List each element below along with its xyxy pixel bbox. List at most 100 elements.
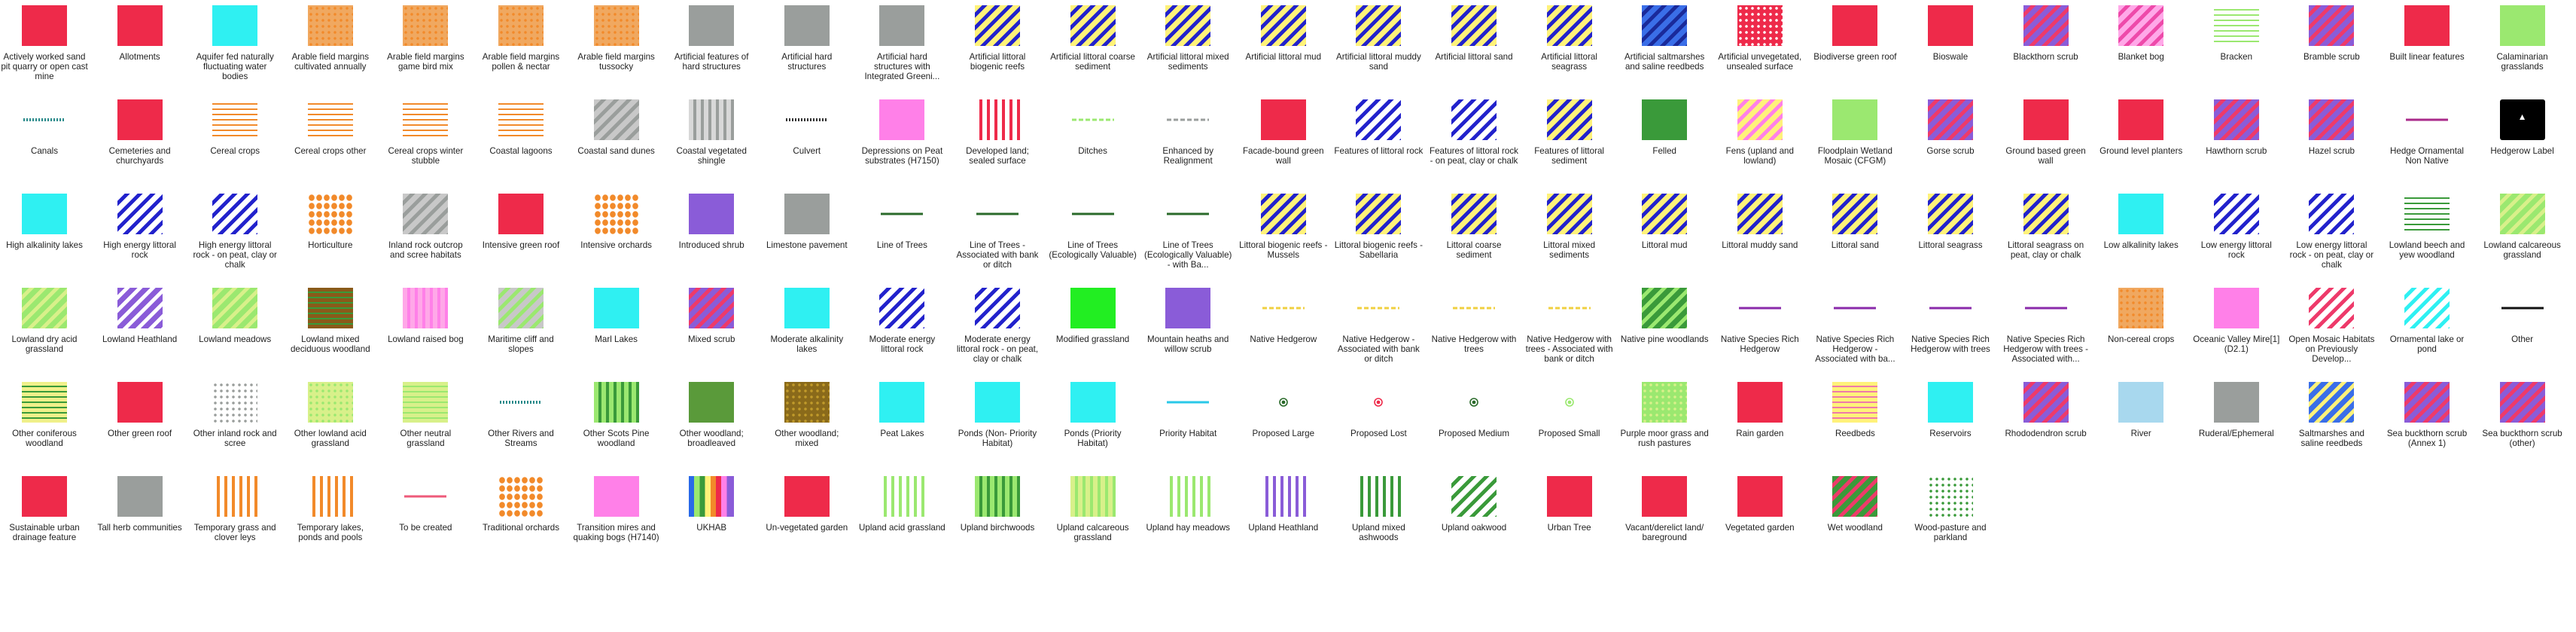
line-symbol [404, 495, 447, 498]
legend-label: Introduced shrub [678, 240, 744, 250]
legend-label: Hedgerow Label [2490, 146, 2554, 156]
legend-label: Line of Trees [876, 240, 927, 250]
legend-item: Arable field margins game bird mix [381, 5, 470, 72]
legend-item: Other [2478, 288, 2567, 344]
legend-item: Other green roof [96, 382, 184, 438]
legend-item: Littoral mud [1620, 194, 1709, 250]
legend-label: Vacant/derelict land/ bareground [1625, 523, 1704, 542]
legend-item: Intensive orchards [572, 194, 661, 250]
legend-label: Littoral muddy sand [1722, 240, 1798, 250]
legend-swatch [498, 382, 544, 423]
legend-label: Canals [30, 146, 59, 156]
legend-item: Rain garden [1716, 382, 1804, 438]
legend-swatch [117, 476, 163, 517]
legend-swatch [1260, 476, 1306, 517]
legend-label: Native Hedgerow with trees - Associated … [1525, 334, 1613, 364]
legend-swatch [498, 5, 544, 46]
legend-label: Temporary grass and clover leys [193, 523, 276, 542]
legend-label: Artificial hard structures with Integrat… [864, 52, 940, 81]
legend-label: Other neutral grassland [400, 429, 452, 448]
legend-item: Transition mires and quaking bogs (H7140… [572, 476, 661, 542]
line-symbol [1357, 307, 1400, 310]
legend-label: Artificial hard structures [781, 52, 833, 72]
line-symbol [1262, 307, 1305, 310]
legend-label: Sea buckthorn scrub (other) [2482, 429, 2562, 448]
legend-label: Maritime cliff and slopes [488, 334, 554, 354]
legend-label: Other [2511, 334, 2534, 344]
legend-item: Upland oakwood [1430, 476, 1518, 533]
legend-label: Lowland dry acid grassland [11, 334, 78, 354]
legend-item: Mountain heaths and willow scrub [1143, 288, 1232, 354]
legend-label: Littoral mud [1641, 240, 1688, 250]
legend-swatch [212, 476, 258, 517]
legend-label: Enhanced by Realignment [1162, 146, 1214, 166]
line-symbol [1071, 212, 1114, 215]
legend-label: Arable field margins cultivated annually [291, 52, 370, 72]
legend-item: Reedbeds [1810, 382, 1899, 438]
legend-swatch [2118, 99, 2164, 140]
legend-swatch [784, 382, 830, 423]
legend-item: River [2096, 382, 2185, 438]
legend-item: Gorse scrub [1906, 99, 1995, 156]
legend-swatch [879, 99, 925, 140]
legend-label: Marl Lakes [595, 334, 638, 344]
legend-item: Traditional orchards [477, 476, 565, 533]
legend-label: High energy littoral rock - on peat, cla… [193, 240, 277, 270]
legend-item: Open Mosaic Habitats on Previously Devel… [2287, 288, 2376, 364]
legend-item: Native pine woodlands [1620, 288, 1709, 344]
legend-swatch [2404, 194, 2450, 234]
line-symbol [1167, 212, 1210, 215]
legend-item: Ruderal/Ephemeral [2192, 382, 2281, 438]
legend-swatch [593, 288, 639, 328]
legend-label: Rain garden [1736, 429, 1784, 438]
legend-swatch [2118, 382, 2164, 423]
legend-swatch [2500, 288, 2545, 328]
legend-item: Other neutral grassland [381, 382, 470, 448]
legend-item: Artificial littoral biogenic reefs [953, 5, 1042, 72]
legend-swatch [1737, 288, 1783, 328]
legend-label: Coastal vegetated shingle [676, 146, 747, 166]
legend-swatch [1070, 382, 1116, 423]
legend-swatch [1546, 5, 1592, 46]
legend-item: Tall herb communities [96, 476, 184, 533]
legend-item: Proposed Medium [1430, 382, 1518, 438]
legend-swatch [1070, 288, 1116, 328]
line-symbol [2406, 118, 2448, 121]
legend-label: Line of Trees (Ecologically Valuable) - … [1143, 240, 1232, 270]
legend-item: Lowland calcareous grassland [2478, 194, 2567, 260]
legend-label: Sustainable urban drainage feature [9, 523, 80, 542]
legend-item: Hazel scrub [2287, 99, 2376, 156]
legend-item: Littoral biogenic reefs - Mussels [1239, 194, 1328, 260]
line-symbol [976, 212, 1019, 215]
legend-item: Inland rock outcrop and scree habitats [381, 194, 470, 260]
legend-item: Cemeteries and churchyards [96, 99, 184, 166]
legend-swatch [2213, 288, 2259, 328]
legend-item: Temporary grass and clover leys [190, 476, 279, 542]
legend-label: Reservoirs [1929, 429, 1972, 438]
legend-item: Marl Lakes [572, 288, 661, 344]
legend-label: Culvert [793, 146, 821, 156]
legend-label: Floodplain Wetland Mosaic (CFGM) [1817, 146, 1892, 166]
legend-label: Upland mixed ashwoods [1351, 523, 1405, 542]
legend-item: Mixed scrub [667, 288, 756, 344]
legend-swatch [117, 5, 163, 46]
legend-item: Temporary lakes, ponds and pools [286, 476, 375, 542]
legend-label: Un-vegetated garden [766, 523, 848, 533]
legend-item: Upland calcareous grassland [1049, 476, 1137, 542]
legend-swatch [22, 5, 67, 46]
legend-swatch [1928, 5, 1973, 46]
legend-item: Proposed Large [1239, 382, 1328, 438]
legend-swatch [2309, 5, 2355, 46]
legend-item: Upland hay meadows [1143, 476, 1232, 533]
legend-label: Upland Heathland [1248, 523, 1319, 533]
legend-item: Purple moor grass and rush pastures [1620, 382, 1709, 448]
legend-swatch [2309, 194, 2355, 234]
legend-swatch [2309, 99, 2355, 140]
legend-label: Ditches [1078, 146, 1107, 156]
legend-label: Artificial unvegetated, unsealed surface [1718, 52, 1802, 72]
legend-label: Native Hedgerow - Associated with bank o… [1337, 334, 1420, 364]
legend-swatch [212, 99, 258, 140]
legend-label: Allotments [119, 52, 160, 62]
legend-swatch [2118, 194, 2164, 234]
legend-swatch [2404, 288, 2450, 328]
